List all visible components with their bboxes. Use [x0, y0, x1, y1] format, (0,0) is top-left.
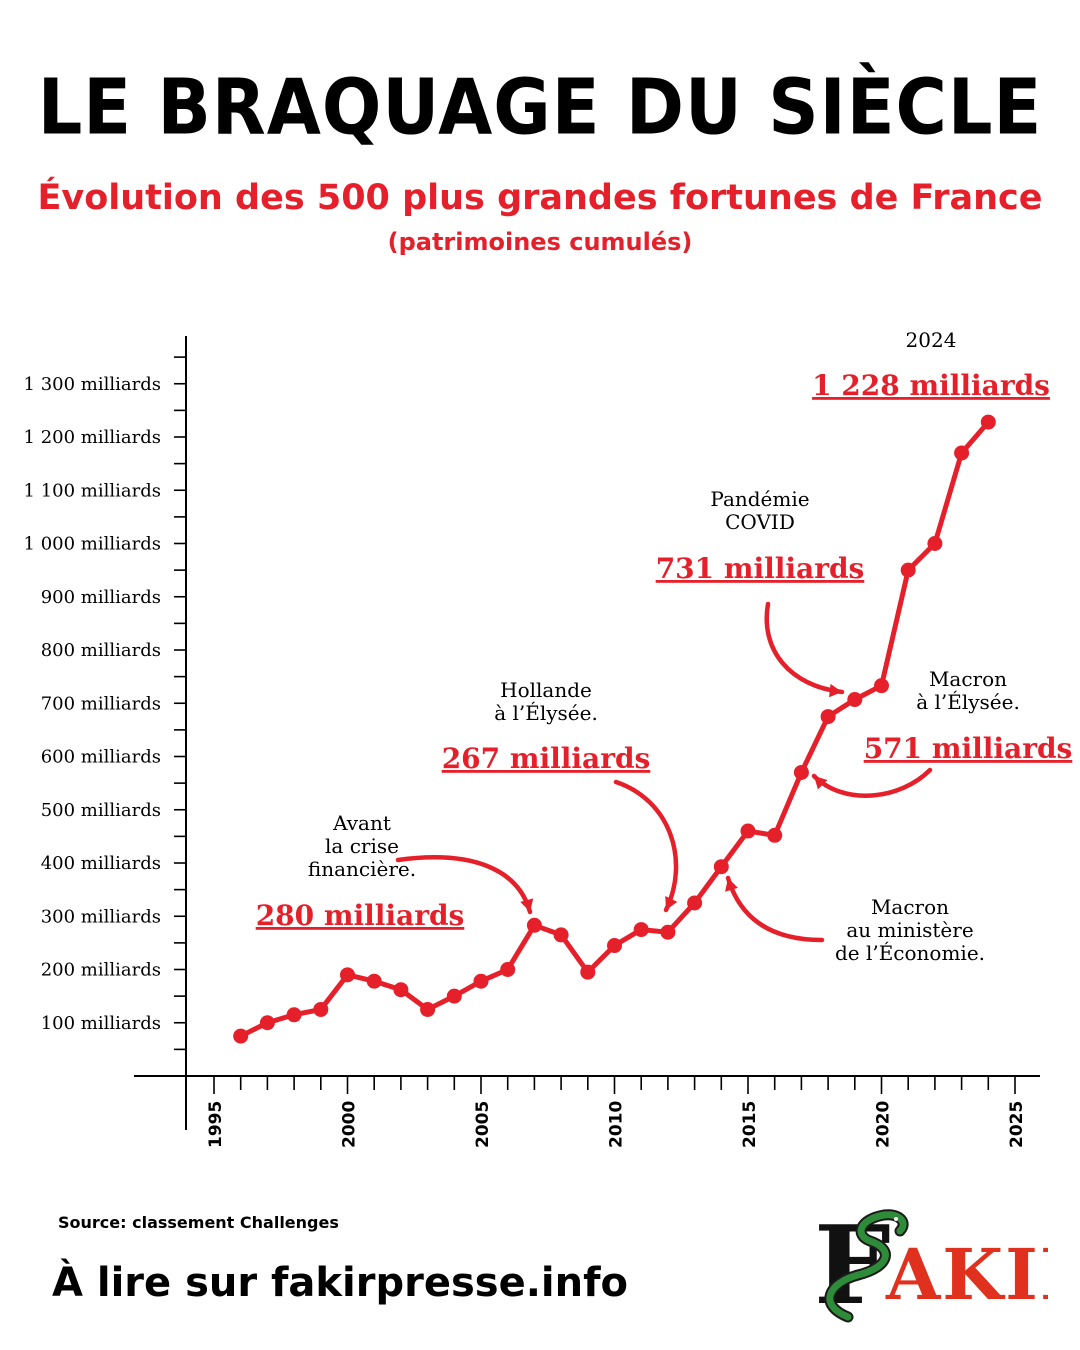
- data-point: [767, 827, 783, 843]
- annotation-arrow: [725, 875, 825, 943]
- annotation-label: Avant: [332, 811, 391, 835]
- data-point: [740, 823, 756, 839]
- data-point: [980, 414, 996, 430]
- chart-subtitle-note: (patrimoines cumulés): [387, 228, 693, 256]
- data-point: [526, 917, 542, 933]
- data-point: [313, 1001, 329, 1017]
- annotation-arrow: [811, 767, 933, 798]
- annotation-label: au ministère: [846, 918, 973, 942]
- y-tick-label: 300 milliards: [41, 906, 161, 927]
- x-tick-label: 2010: [607, 1101, 627, 1148]
- annotation-label: à l’Élysée.: [916, 690, 1020, 714]
- page-title: LE BRAQUAGE DU SIÈCLE: [37, 62, 1043, 153]
- annotation-value: 1 228 milliards: [812, 369, 1050, 402]
- annotation-value: 280 milliards: [256, 899, 465, 932]
- fakir-logo: F AKIR: [814, 1205, 1048, 1325]
- annotation-value: 571 milliards: [864, 732, 1073, 765]
- read-more-link[interactable]: À lire sur fakirpresse.info: [52, 1260, 628, 1306]
- annotation-label: COVID: [725, 510, 795, 534]
- x-tick-label: 2000: [340, 1101, 360, 1148]
- annotation-arrowhead: [814, 776, 828, 790]
- data-point: [580, 964, 596, 980]
- annotation-label: à l’Élysée.: [494, 701, 598, 725]
- data-point: [687, 895, 703, 911]
- y-tick-label: 1 200 milliards: [24, 427, 161, 448]
- line-chart: 100 milliards 200 milliards 300 milliards 4…: [24, 328, 1073, 1148]
- data-point: [446, 988, 462, 1004]
- data-point: [607, 938, 622, 954]
- data-point: [820, 709, 836, 725]
- data-point: [393, 982, 409, 998]
- data-point: [954, 445, 970, 461]
- y-tick-label: 700 milliards: [41, 693, 161, 714]
- annotation-value: 267 milliards: [442, 742, 651, 775]
- annotation-label: Pandémie: [710, 487, 809, 511]
- y-tick-label: 400 milliards: [41, 853, 161, 874]
- annotation-label: de l’Économie.: [835, 941, 985, 965]
- x-tick-label: 2020: [874, 1101, 894, 1148]
- y-tick-label: 500 milliards: [41, 800, 161, 821]
- data-point: [286, 1007, 302, 1023]
- chart-subtitle: Évolution des 500 plus grandes fortunes …: [37, 178, 1043, 218]
- data-point: [900, 562, 916, 578]
- y-tick-label: 1 300 milliards: [24, 374, 161, 395]
- data-point: [927, 536, 943, 551]
- annotation-label: Hollande: [500, 678, 592, 702]
- annotation-label: 2024: [906, 328, 957, 352]
- x-tick-label: 2025: [1007, 1101, 1027, 1148]
- y-tick-label: 600 milliards: [41, 747, 161, 768]
- annotation-label: la crise: [325, 834, 399, 858]
- annotation-arrow: [764, 601, 845, 695]
- y-tick-label: 900 milliards: [41, 587, 161, 608]
- x-tick-label: 2015: [740, 1101, 760, 1148]
- data-point: [553, 927, 569, 943]
- annotation-value: 731 milliards: [656, 552, 865, 585]
- source-note: Source: classement Challenges: [58, 1213, 339, 1232]
- data-point: [340, 967, 355, 983]
- data-point: [259, 1015, 275, 1031]
- x-tick-label: 1995: [206, 1101, 226, 1148]
- data-point: [874, 678, 889, 694]
- data-point: [847, 692, 863, 708]
- annotation-arrowhead: [520, 898, 534, 912]
- data-point: [500, 962, 516, 977]
- data-point: [660, 924, 676, 940]
- data-point: [713, 859, 729, 875]
- annotation-label: Macron: [929, 667, 1007, 691]
- annotation-arrowhead: [665, 896, 678, 910]
- data-point: [233, 1028, 249, 1044]
- annotation-label: Macron: [871, 895, 949, 919]
- data-point: [473, 973, 489, 989]
- y-tick-label: 1 100 milliards: [24, 480, 161, 501]
- y-tick-label: 100 milliards: [41, 1013, 161, 1034]
- annotation-arrow: [395, 855, 533, 915]
- x-tick-label: 2005: [473, 1101, 493, 1148]
- svg-text:AKIR: AKIR: [885, 1233, 1048, 1316]
- annotation-arrowhead: [829, 683, 842, 698]
- y-tick-label: 800 milliards: [41, 640, 161, 661]
- y-tick-label: 1 000 milliards: [24, 534, 161, 555]
- data-point: [633, 922, 649, 938]
- y-tick-label: 200 milliards: [41, 960, 161, 981]
- annotation-arrow: [613, 779, 679, 913]
- annotation-arrowhead: [725, 878, 738, 892]
- data-point: [793, 764, 809, 780]
- data-point: [366, 973, 382, 989]
- data-point: [420, 1001, 436, 1017]
